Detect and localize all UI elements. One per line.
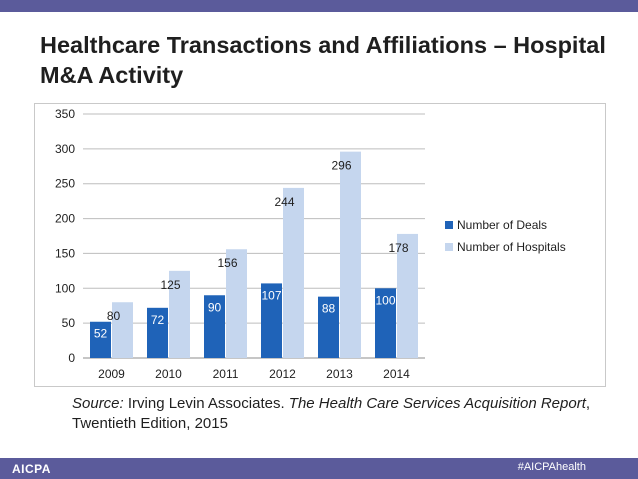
deals-bar: [261, 283, 282, 358]
y-tick-label: 50: [62, 316, 76, 330]
legend-swatch: [445, 243, 453, 251]
source-edition: , Twentieth Edition, 2015: [72, 395, 591, 432]
deals-value-label: 107: [261, 288, 281, 302]
aicpa-logo: AICPA: [12, 460, 51, 477]
hospitals-value-label: 125: [160, 278, 180, 292]
bar-chart: 0 50 100 150 200 250 300 350 52 80 2009 72 125 2010 90…: [55, 107, 566, 381]
deals-value-label: 88: [322, 302, 336, 316]
x-tick-label: 2011: [213, 367, 239, 381]
deals-value-label: 100: [375, 293, 395, 307]
hospitals-value-label: 80: [107, 309, 121, 323]
y-tick-label: 0: [68, 351, 75, 365]
y-tick-label: 350: [55, 107, 75, 121]
deals-value-label: 90: [208, 300, 222, 314]
source-label: Source:: [72, 395, 124, 412]
hospitals-value-label: 178: [388, 241, 408, 255]
hospitals-bar: [169, 270, 190, 358]
chart-frame: 0 50 100 150 200 250 300 350 52 80 2009 72 125 2010 90…: [34, 103, 606, 387]
footer-hashtag: #AICPAhealth: [517, 461, 586, 473]
hospitals-bar: [397, 233, 418, 358]
source-publisher: Irving Levin Associates.: [123, 395, 289, 412]
legend-label: Number of Deals: [457, 218, 547, 232]
legend-label: Number of Hospitals: [457, 240, 566, 254]
top-accent-bar: [0, 0, 638, 12]
deals-bar: [90, 321, 111, 358]
y-tick-label: 100: [55, 281, 75, 295]
hospitals-bar: [340, 151, 361, 358]
hospitals-bar: [226, 249, 247, 358]
x-tick-label: 2013: [326, 367, 353, 381]
footer-bar: AICPA #AICPAhealth: [0, 458, 638, 479]
hospitals-value-label: 296: [331, 159, 351, 173]
x-tick-label: 2012: [269, 367, 296, 381]
hospitals-bar: [283, 187, 304, 358]
deals-bar: [204, 295, 225, 358]
source-report-title: The Health Care Services Acquisition Rep…: [288, 395, 586, 412]
logo-text: AICPA: [12, 462, 51, 476]
x-tick-label: 2009: [98, 367, 125, 381]
hospitals-value-label: 244: [274, 195, 294, 209]
deals-value-label: 72: [151, 313, 165, 327]
y-tick-label: 150: [55, 246, 75, 260]
slide-title: Healthcare Transactions and Affiliations…: [40, 32, 606, 88]
source-note: Source: Irving Levin Associates. The Hea…: [72, 394, 612, 434]
deals-value-label: 52: [94, 327, 108, 341]
hospitals-bar: [112, 302, 133, 358]
y-tick-label: 300: [55, 142, 75, 156]
legend-swatch: [445, 221, 453, 229]
x-tick-label: 2014: [383, 367, 410, 381]
deals-bar: [147, 307, 168, 358]
y-tick-label: 200: [55, 212, 75, 226]
hospitals-value-label: 156: [217, 256, 237, 270]
deals-bar: [318, 296, 339, 358]
deals-bar: [375, 288, 396, 358]
x-tick-label: 2010: [155, 367, 182, 381]
y-tick-label: 250: [55, 177, 75, 191]
